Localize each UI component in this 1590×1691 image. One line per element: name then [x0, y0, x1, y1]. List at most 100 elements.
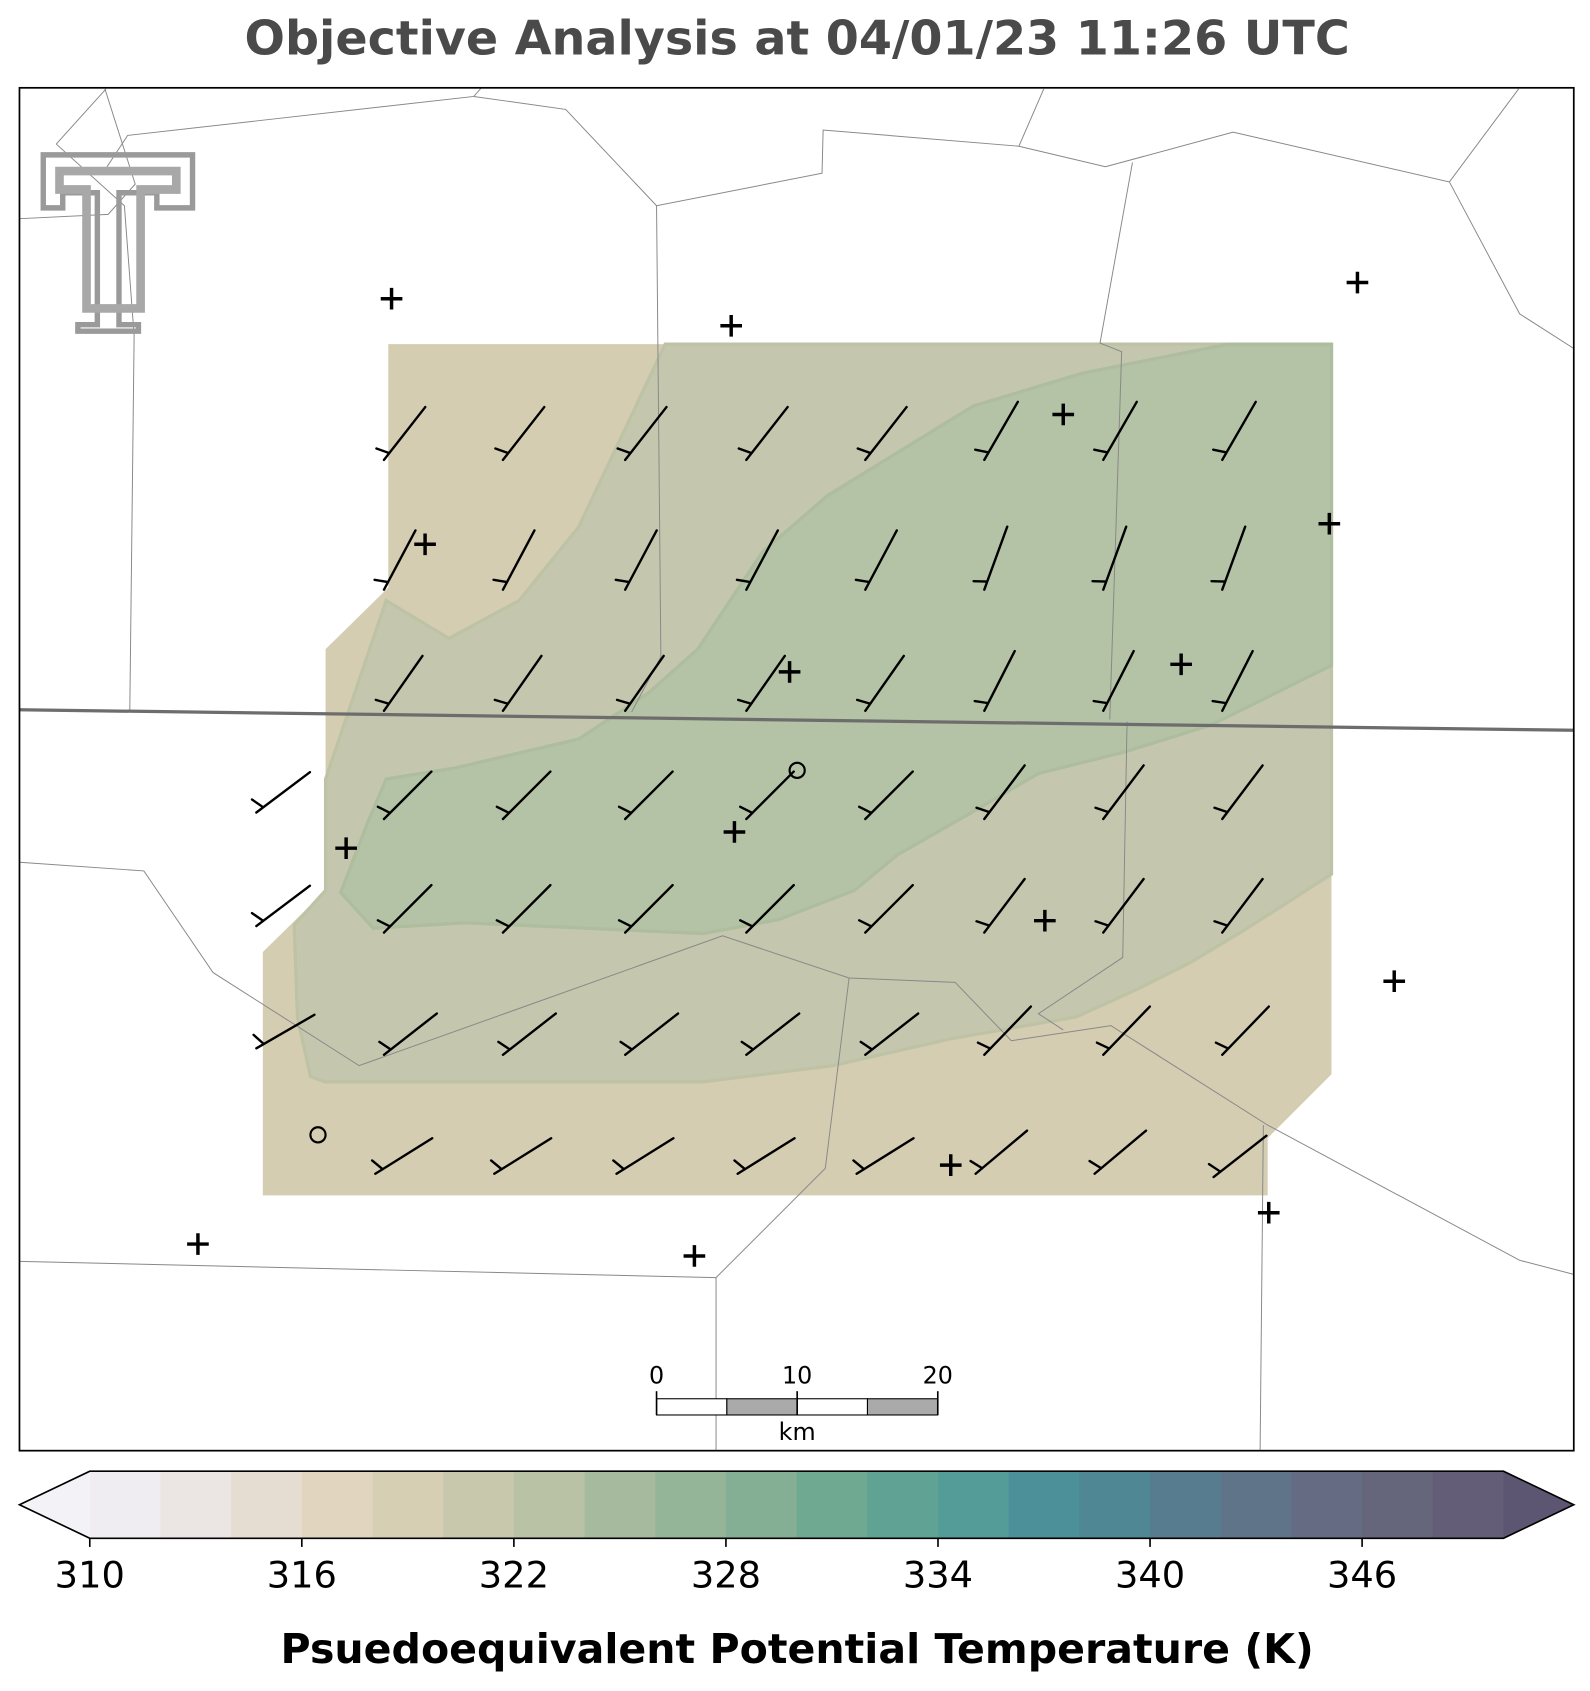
- station-plus: [720, 314, 743, 337]
- wind-barbs: [250, 400, 1271, 1179]
- wind-barb: [612, 1137, 675, 1175]
- wind-barb: [489, 1137, 553, 1175]
- wind-barb: [1210, 525, 1247, 591]
- colorbar-tick-label: 316: [267, 1554, 337, 1597]
- wind-barb: [250, 770, 312, 814]
- state-line: [19, 708, 1574, 732]
- wind-barb: [375, 405, 427, 462]
- colorbar-label: Psuedoequivalent Potential Temperature (…: [281, 1625, 1314, 1673]
- colorbar-bin: [1362, 1471, 1434, 1539]
- station-plus: [1170, 653, 1192, 676]
- scale-segment: [726, 1398, 798, 1416]
- station-calm: [788, 761, 806, 779]
- colorbar-bin: [160, 1471, 232, 1539]
- colorbar-over: [1503, 1471, 1574, 1539]
- county-line: [55, 88, 107, 145]
- wind-barb: [739, 770, 795, 821]
- colorbar-bin: [443, 1471, 515, 1539]
- stations: [187, 271, 1406, 1267]
- colorbar-bin: [1008, 1471, 1080, 1539]
- wind-barb: [855, 654, 905, 713]
- station-plus: [683, 1245, 706, 1267]
- wind-barb: [739, 883, 795, 934]
- county-line: [19, 861, 1574, 1275]
- wind-barb: [616, 405, 668, 462]
- colorbar-bin: [584, 1471, 656, 1539]
- wind-barb: [1093, 400, 1138, 462]
- scale-tick-label: 0: [649, 1362, 664, 1390]
- wind-barb: [857, 770, 914, 821]
- wind-barb: [1095, 1005, 1152, 1056]
- wind-barb: [1094, 764, 1145, 821]
- wind-barb: [378, 1012, 439, 1056]
- wind-barb: [1088, 1129, 1148, 1175]
- wind-barb: [1091, 525, 1128, 591]
- wind-barb: [859, 1012, 920, 1056]
- county-line: [1037, 721, 1128, 1031]
- map: 0 10 20 km: [18, 86, 1575, 1452]
- wind-barb: [856, 405, 908, 462]
- title: Objective Analysis at 04/01/23 11:26 UTC: [245, 11, 1350, 66]
- logo: [40, 152, 196, 334]
- shade-inner: [338, 342, 1334, 936]
- wind-barb: [736, 654, 786, 713]
- wind-barb: [619, 1012, 680, 1056]
- station-plus: [939, 1154, 962, 1176]
- wind-barb: [973, 649, 1016, 713]
- wind-barb: [373, 529, 417, 591]
- wind-barb: [852, 1137, 915, 1175]
- wind-barb: [615, 654, 665, 713]
- station-plus: [1034, 909, 1056, 932]
- wind-barb: [494, 405, 546, 462]
- wind-barb: [1214, 1005, 1271, 1056]
- scale-tick-label: 10: [782, 1362, 812, 1390]
- wind-barb: [495, 883, 552, 934]
- colorbar-bin: [867, 1471, 939, 1539]
- colorbar-bin: [1220, 1471, 1292, 1539]
- county-line: [1259, 1125, 1264, 1451]
- wind-barb: [969, 1129, 1029, 1175]
- wind-barb: [617, 770, 674, 821]
- colorbar-under: [19, 1471, 90, 1539]
- colorbar-tick-label: 334: [903, 1554, 973, 1597]
- county-line: [1448, 181, 1575, 349]
- wind-barb: [740, 1012, 801, 1056]
- scale-tick-label: 20: [923, 1362, 953, 1390]
- wind-barb: [1211, 649, 1254, 713]
- colorbar-tick-label: 328: [691, 1554, 761, 1597]
- wind-barb: [250, 884, 312, 928]
- station-calm: [309, 1126, 327, 1144]
- colorbar-tick-label: 322: [479, 1554, 549, 1597]
- station-plus: [1318, 512, 1341, 535]
- station-plus: [1052, 403, 1075, 426]
- map-frame: [18, 86, 1575, 1452]
- wind-barb: [737, 405, 789, 462]
- colorbar-tick-label: 310: [55, 1554, 125, 1597]
- county-line: [473, 88, 1520, 207]
- wind-barb: [376, 770, 433, 821]
- county-line: [1099, 162, 1133, 720]
- wind-barb: [975, 877, 1026, 934]
- colorbar-bin: [231, 1471, 303, 1539]
- colorbar-bin: [89, 1471, 162, 1539]
- station-plus: [723, 821, 746, 843]
- wind-barb: [495, 770, 552, 821]
- colorbar-bin: [372, 1471, 444, 1539]
- county-line: [631, 205, 662, 713]
- station-plus: [335, 837, 357, 860]
- station-plus: [1257, 1201, 1280, 1224]
- colorbar-tick-label: 340: [1115, 1554, 1185, 1597]
- county-line: [1018, 88, 1045, 147]
- station-plus: [380, 287, 403, 310]
- wind-barb: [857, 883, 914, 934]
- wind-barb: [1094, 877, 1145, 934]
- colorbar-tick-label: 346: [1327, 1554, 1397, 1597]
- wind-barb: [370, 1137, 434, 1175]
- wind-barb: [976, 1005, 1033, 1056]
- scale-segment: [866, 1398, 939, 1416]
- colorbar-bin: [1291, 1471, 1363, 1539]
- colorbar: 310 316 322 328 334 340 346: [17, 1470, 1576, 1597]
- wind-barb: [1213, 764, 1264, 821]
- wind-barb: [1207, 1134, 1268, 1179]
